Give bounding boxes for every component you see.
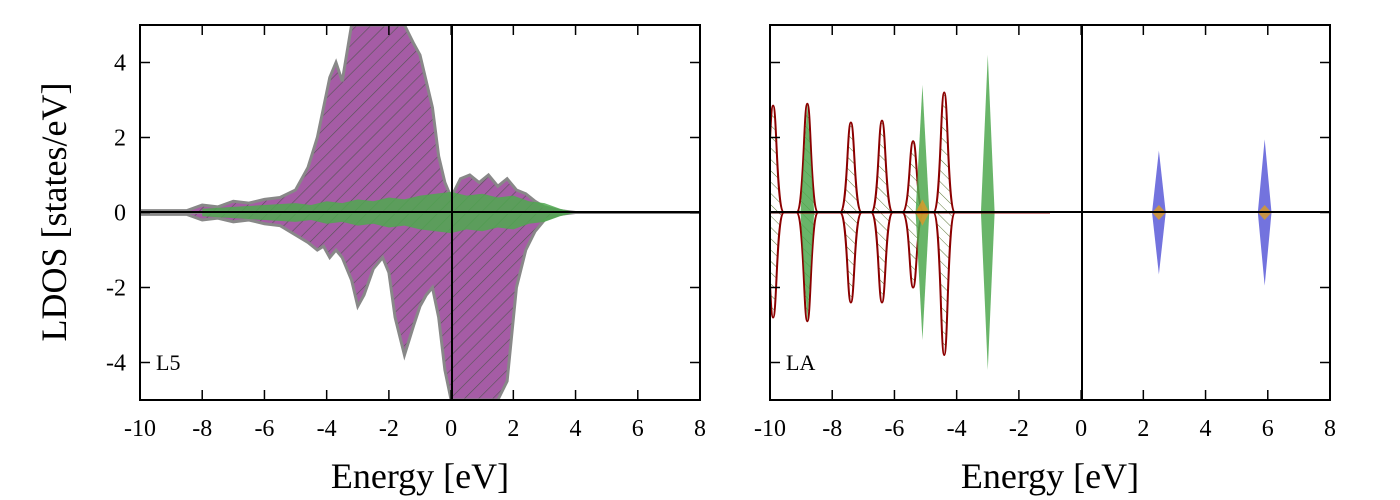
plot-frame [139,24,701,401]
x-axis-title: Energy [eV] [331,456,509,496]
dos-hatch [140,211,700,400]
x-tick-label: 8 [1324,416,1336,442]
x-axis-title: Energy [eV] [961,456,1139,496]
y-tick-label: -4 [106,351,126,377]
y-axis-title: LDOS [states/eV] [34,83,74,342]
y-tick-label: 2 [114,126,126,152]
x-tick-label: 4 [1200,416,1212,442]
x-tick-label: -10 [754,416,786,442]
y-tick-label: 4 [114,51,126,77]
x-tick-label: 6 [1262,416,1274,442]
x-tick-label: -6 [884,416,904,442]
dos-hatch [140,25,700,214]
x-tick-label: 2 [507,416,519,442]
panel-la: -10 -8 -6 -4 -2 0 2 4 6 8 LA Energy [eV] [754,24,1336,496]
plot-frame [769,24,1331,401]
dos-spin-up-area [202,191,576,213]
x-tick-label: 0 [1075,416,1087,442]
x-tick-label: -10 [124,416,156,442]
x-tick-label: -4 [317,416,337,442]
x-tick-label: 0 [445,416,457,442]
x-tick-label: 6 [632,416,644,442]
x-tick-label: -4 [947,416,967,442]
x-tick-label: -2 [1009,416,1029,442]
y-tick-label: -2 [106,276,126,302]
x-tick-label: 2 [1137,416,1149,442]
x-tick-label: -8 [822,416,842,442]
y-tick-label: 0 [114,201,126,227]
panel-label: L5 [156,350,180,375]
x-tick-label: 4 [570,416,582,442]
x-tick-label: -8 [192,416,212,442]
dos-peak [932,91,957,357]
x-tick-label: 8 [694,416,706,442]
panel-l5: -10 -8 -6 -4 -2 0 2 4 6 8 -4 -2 0 2 4 L5 Energy [eV] [106,24,706,496]
panel-label: LA [786,350,815,375]
dos-spin-down-area [202,212,576,234]
x-tick-label: -6 [254,416,274,442]
x-tick-label: -2 [379,416,399,442]
